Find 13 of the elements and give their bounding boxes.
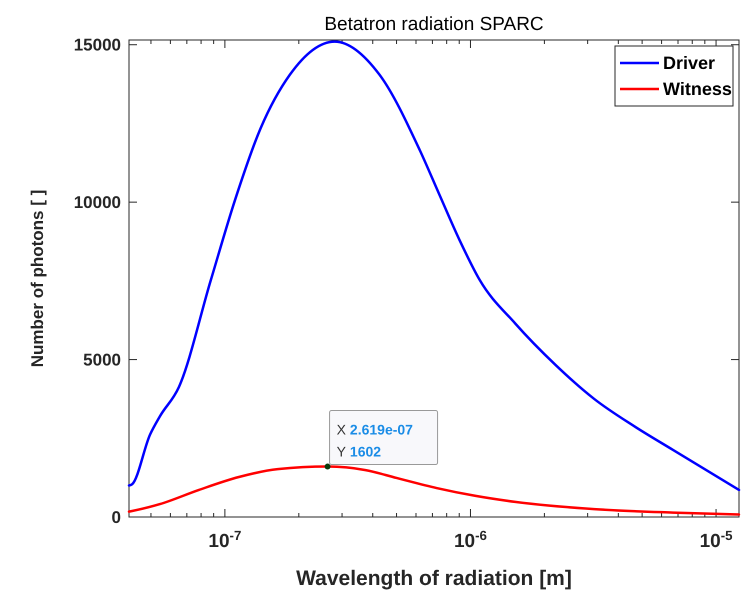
- legend-label: Witness: [663, 79, 732, 99]
- y-axis-title: Number of photons [ ]: [28, 190, 47, 368]
- x-tick-label: 10$^{-5}$: [700, 528, 734, 552]
- y-tick-label: 5000: [83, 350, 121, 370]
- annotation: X 2.619e-07 Y 1602: [336, 422, 414, 460]
- x-tick-label: 10$^{-6}$: [454, 528, 487, 552]
- x-axis-title: Wavelength of radiation [m]: [296, 567, 572, 590]
- x-tick-label: 10$^{-7}$: [208, 528, 242, 552]
- y-tick-label: 15000: [74, 36, 121, 55]
- y-tick-label: 0: [112, 508, 121, 527]
- legend-label: Driver: [663, 53, 716, 73]
- chart-title: Betatron radiation SPARC: [324, 14, 544, 35]
- y-tick-label: 10000: [74, 193, 121, 212]
